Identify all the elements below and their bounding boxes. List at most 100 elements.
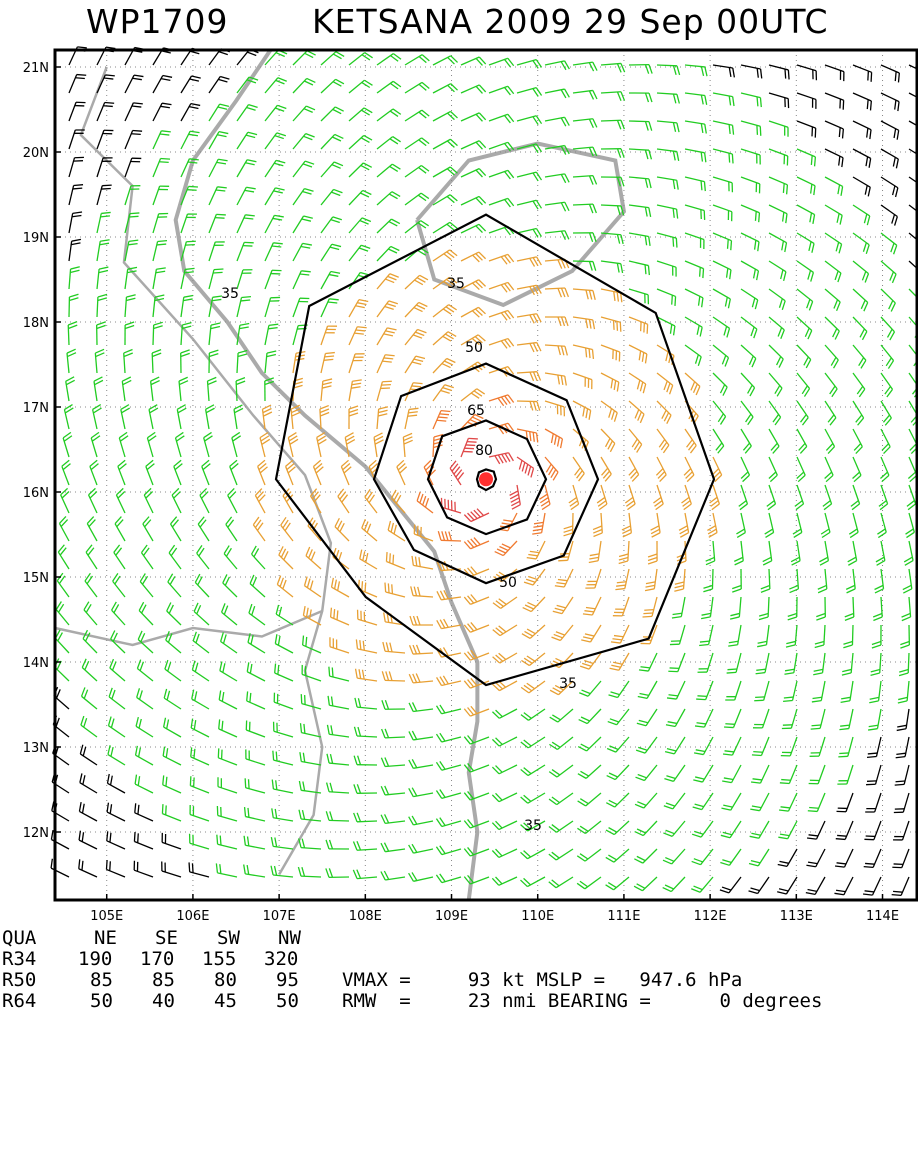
wind-barb — [573, 317, 594, 329]
wind-barb — [327, 725, 349, 737]
wind-barb — [153, 213, 168, 233]
wind-barb — [140, 574, 153, 597]
wind-barb — [265, 105, 286, 121]
cell-nw: 95 — [276, 970, 299, 991]
wind-barb — [108, 745, 125, 765]
wind-barb — [853, 65, 872, 82]
wind-barb — [749, 849, 769, 866]
wind-barb — [607, 737, 629, 752]
wind-barb — [897, 709, 909, 730]
wind-barb — [112, 602, 125, 625]
wind-barb — [853, 233, 869, 254]
wind-barb — [517, 343, 541, 352]
wind-barb — [302, 665, 321, 681]
wind-barb — [703, 569, 713, 592]
wind-barb — [739, 485, 748, 510]
wind-barb — [377, 355, 395, 373]
wind-barb — [583, 597, 601, 615]
wind-barb — [219, 690, 237, 709]
wind-barb — [573, 401, 591, 420]
wind-barb — [181, 350, 190, 373]
wind-barb — [825, 233, 842, 253]
wind-barb — [97, 103, 114, 121]
wind-barb — [750, 821, 769, 838]
wind-barb — [489, 282, 514, 292]
wind-barb — [381, 757, 405, 766]
wind-barb — [383, 642, 405, 653]
wind-barb — [876, 541, 885, 565]
wind-barb — [409, 759, 433, 768]
wind-barb — [818, 569, 827, 593]
stats-line-vmax-mslp: VMAX = 93 kt MSLP = 947.6 hPa — [342, 970, 742, 991]
wind-barb — [349, 354, 365, 373]
wind-barb — [553, 597, 573, 614]
wind-barb — [244, 865, 265, 877]
wind-barb — [125, 75, 143, 93]
wind-barb — [698, 653, 713, 672]
wind-barb — [405, 166, 429, 177]
wind-barb — [853, 261, 868, 283]
wind-barb — [665, 737, 685, 754]
wind-barb — [853, 93, 871, 110]
wind-barb — [713, 121, 734, 135]
wind-barb — [492, 821, 517, 830]
wind-barb — [293, 216, 313, 233]
wind-barb — [218, 748, 237, 765]
wind-barb — [806, 849, 825, 867]
wind-barb — [625, 485, 635, 510]
wind-barb — [779, 793, 797, 811]
wind-barb — [436, 761, 461, 770]
wind-barb — [769, 373, 782, 396]
wind-barb — [679, 513, 689, 537]
wind-barb — [274, 722, 293, 737]
wind-barb — [433, 56, 458, 65]
wind-barb — [320, 406, 329, 429]
wind-barb — [545, 89, 569, 98]
wind-barb — [381, 814, 405, 823]
wind-barb — [713, 149, 733, 163]
wind-barb — [778, 821, 797, 839]
wind-barb — [695, 709, 713, 727]
header-ne: NE — [94, 928, 117, 949]
wind-barb — [153, 186, 169, 205]
wind-barb — [359, 580, 377, 597]
wind-barb — [461, 389, 485, 401]
wind-barb — [381, 871, 405, 880]
wind-barb — [903, 569, 912, 593]
wind-barb — [685, 373, 700, 395]
wind-barb — [489, 310, 514, 320]
cell-nw: 50 — [276, 991, 299, 1012]
wind-barb — [177, 405, 186, 429]
wind-barb — [906, 513, 915, 538]
wind-barb — [246, 749, 265, 765]
wind-barb — [377, 407, 388, 429]
wind-barb — [736, 513, 745, 537]
wind-barb — [222, 603, 237, 625]
wind-barb — [635, 793, 657, 808]
lat-tick-label: 19N — [23, 231, 49, 246]
wind-barb — [549, 793, 573, 805]
wind-barb — [527, 541, 545, 559]
wind-barb — [136, 717, 153, 737]
wind-barb — [657, 373, 673, 394]
lon-tick-label: 111E — [607, 909, 640, 924]
wind-barb — [545, 202, 569, 211]
wind-barb — [179, 377, 188, 401]
cell-nw: 320 — [264, 949, 298, 970]
wind-barb — [753, 709, 769, 728]
wind-barb — [629, 93, 652, 102]
wind-barb — [769, 233, 787, 252]
wind-barb — [437, 676, 461, 686]
contour-label: 50 — [499, 575, 517, 591]
wind-barb — [279, 546, 293, 569]
wind-barb — [265, 215, 284, 233]
wind-barb — [358, 610, 377, 625]
wind-barb — [819, 541, 828, 565]
wind-barb — [769, 345, 783, 368]
wind-barb — [741, 65, 762, 78]
wind-barb — [825, 93, 844, 110]
wind-barb — [493, 653, 517, 663]
wind-barb — [835, 849, 853, 867]
wind-barb — [437, 705, 461, 714]
wind-barb — [720, 849, 741, 865]
